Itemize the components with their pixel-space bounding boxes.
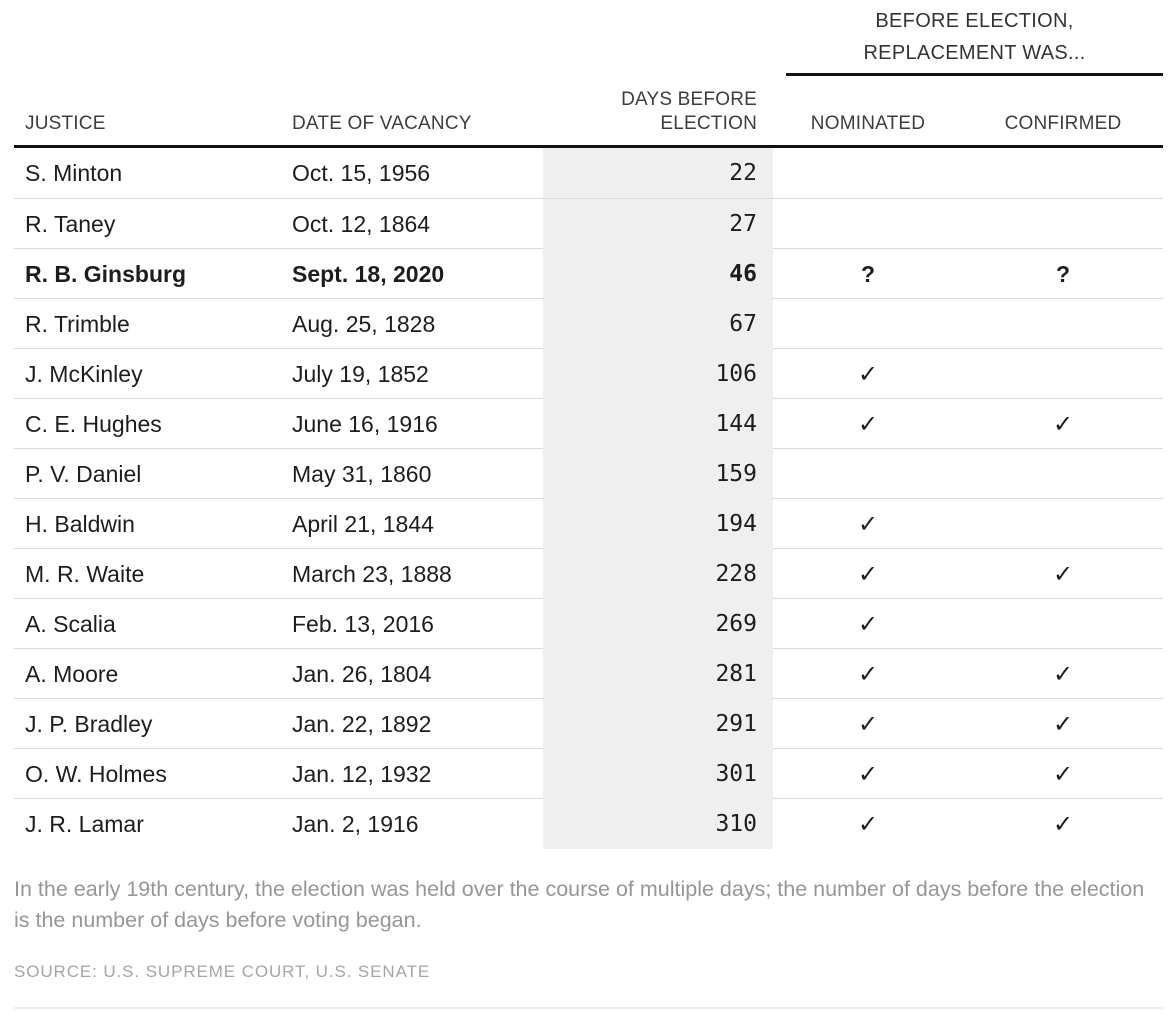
confirmed-mark: ✓: [1052, 410, 1074, 438]
vacancy-date: April 21, 1844: [292, 510, 434, 537]
vacancy-date: Oct. 12, 1864: [292, 210, 431, 237]
vacancy-date: Jan. 26, 1804: [292, 660, 432, 687]
days-before-election-value: 159: [543, 449, 773, 499]
days-before-election-value: 27: [543, 199, 773, 249]
days-before-election-value: 46: [543, 249, 773, 299]
table-row: A. Moore Jan. 26, 1804 281 ✓ ✓: [14, 648, 1163, 699]
table-row: C. E. Hughes June 16, 1916 144 ✓ ✓: [14, 398, 1163, 449]
days-before-election-value: 301: [543, 749, 773, 799]
column-header-row: JUSTICE DATE OF VACANCY DAYS BEFORE ELEC…: [14, 76, 1163, 148]
justice-name: J. P. Bradley: [25, 710, 153, 737]
days-before-election-value: 228: [543, 549, 773, 599]
days-header-line2: ELECTION: [660, 113, 757, 134]
justice-name: O. W. Holmes: [25, 760, 167, 787]
nominated-mark: ✓: [857, 810, 879, 838]
table-row: S. Minton Oct. 15, 1956 22: [14, 148, 1163, 198]
table-row: P. V. Daniel May 31, 1860 159: [14, 448, 1163, 499]
table-row: J. R. Lamar Jan. 2, 1916 310 ✓ ✓: [14, 798, 1163, 849]
nominated-mark: ✓: [857, 710, 879, 738]
table-row: H. Baldwin April 21, 1844 194 ✓: [14, 498, 1163, 549]
table-row: J. McKinley July 19, 1852 106 ✓: [14, 348, 1163, 399]
table-row: R. B. Ginsburg Sept. 18, 2020 46 ? ?: [14, 248, 1163, 299]
vacancy-date: Oct. 15, 1956: [292, 159, 431, 186]
vacancy-date: Jan. 2, 1916: [292, 810, 419, 837]
group-header-line2: REPLACEMENT WAS...: [863, 42, 1086, 64]
vacancy-date: Feb. 13, 2016: [292, 610, 434, 637]
confirmed-mark: ✓: [1052, 660, 1074, 688]
column-header-date-of-vacancy: DATE OF VACANCY: [292, 113, 472, 134]
group-header-row: BEFORE ELECTION, REPLACEMENT WAS...: [14, 0, 1163, 76]
justice-name: H. Baldwin: [25, 510, 135, 537]
nominated-mark: ✓: [857, 760, 879, 788]
nominated-mark: ✓: [857, 360, 879, 388]
justice-name: S. Minton: [25, 159, 123, 186]
days-before-election-value: 144: [543, 399, 773, 449]
nominated-mark: ✓: [857, 510, 879, 538]
bottom-divider: [14, 1007, 1163, 1009]
days-before-election-value: 194: [543, 499, 773, 549]
source-line: SOURCE: U.S. SUPREME COURT, U.S. SENATE: [14, 962, 431, 981]
nominated-mark: ✓: [857, 410, 879, 438]
column-header-days-before-election: DAYS BEFORE ELECTION: [543, 88, 773, 145]
confirmed-mark: ?: [1055, 260, 1071, 287]
days-before-election-value: 281: [543, 649, 773, 699]
justice-name: J. McKinley: [25, 360, 143, 387]
justice-name: C. E. Hughes: [25, 410, 162, 437]
table-row: R. Trimble Aug. 25, 1828 67: [14, 298, 1163, 349]
group-header: BEFORE ELECTION, REPLACEMENT WAS...: [786, 0, 1163, 76]
nominated-mark: ✓: [857, 610, 879, 638]
table-row: J. P. Bradley Jan. 22, 1892 291 ✓ ✓: [14, 698, 1163, 749]
table-body: S. Minton Oct. 15, 1956 22 R. Taney Oct.…: [14, 148, 1163, 849]
footnote: In the early 19th century, the election …: [14, 877, 1145, 932]
vacancy-date: Aug. 25, 1828: [292, 310, 436, 337]
vacancy-date: June 16, 1916: [292, 410, 438, 437]
justice-name: A. Moore: [25, 660, 119, 687]
days-header-line1: DAYS BEFORE: [621, 89, 757, 110]
days-before-election-value: 67: [543, 299, 773, 349]
column-header-justice: JUSTICE: [25, 113, 106, 134]
vacancy-date: March 23, 1888: [292, 560, 452, 587]
days-before-election-value: 22: [543, 148, 773, 198]
days-before-election-value: 106: [543, 349, 773, 399]
table-row: O. W. Holmes Jan. 12, 1932 301 ✓ ✓: [14, 748, 1163, 799]
justice-name: R. Taney: [25, 210, 116, 237]
days-before-election-value: 291: [543, 699, 773, 749]
confirmed-mark: ✓: [1052, 710, 1074, 738]
days-before-election-value: 269: [543, 599, 773, 649]
nominated-mark: ✓: [857, 660, 879, 688]
column-header-nominated: NOMINATED: [810, 113, 926, 134]
justice-name: J. R. Lamar: [25, 810, 144, 837]
vacancy-date: Sept. 18, 2020: [292, 260, 445, 287]
vacancy-date: May 31, 1860: [292, 460, 432, 487]
confirmed-mark: ✓: [1052, 760, 1074, 788]
vacancy-date: July 19, 1852: [292, 360, 429, 387]
column-header-confirmed: CONFIRMED: [1004, 113, 1122, 134]
vacancy-date: Jan. 12, 1932: [292, 760, 432, 787]
justice-name: M. R. Waite: [25, 560, 145, 587]
nominated-mark: ?: [860, 260, 876, 287]
nominated-mark: ✓: [857, 560, 879, 588]
justice-name: R. Trimble: [25, 310, 130, 337]
group-header-line1: BEFORE ELECTION,: [875, 10, 1074, 32]
confirmed-mark: ✓: [1052, 560, 1074, 588]
table-row: M. R. Waite March 23, 1888 228 ✓ ✓: [14, 548, 1163, 599]
vacancy-date: Jan. 22, 1892: [292, 710, 432, 737]
days-before-election-value: 310: [543, 799, 773, 849]
confirmed-mark: ✓: [1052, 810, 1074, 838]
justice-name: R. B. Ginsburg: [25, 260, 186, 287]
table-row: A. Scalia Feb. 13, 2016 269 ✓: [14, 598, 1163, 649]
justice-name: P. V. Daniel: [25, 460, 142, 487]
justice-name: A. Scalia: [25, 610, 116, 637]
table-row: R. Taney Oct. 12, 1864 27: [14, 198, 1163, 249]
